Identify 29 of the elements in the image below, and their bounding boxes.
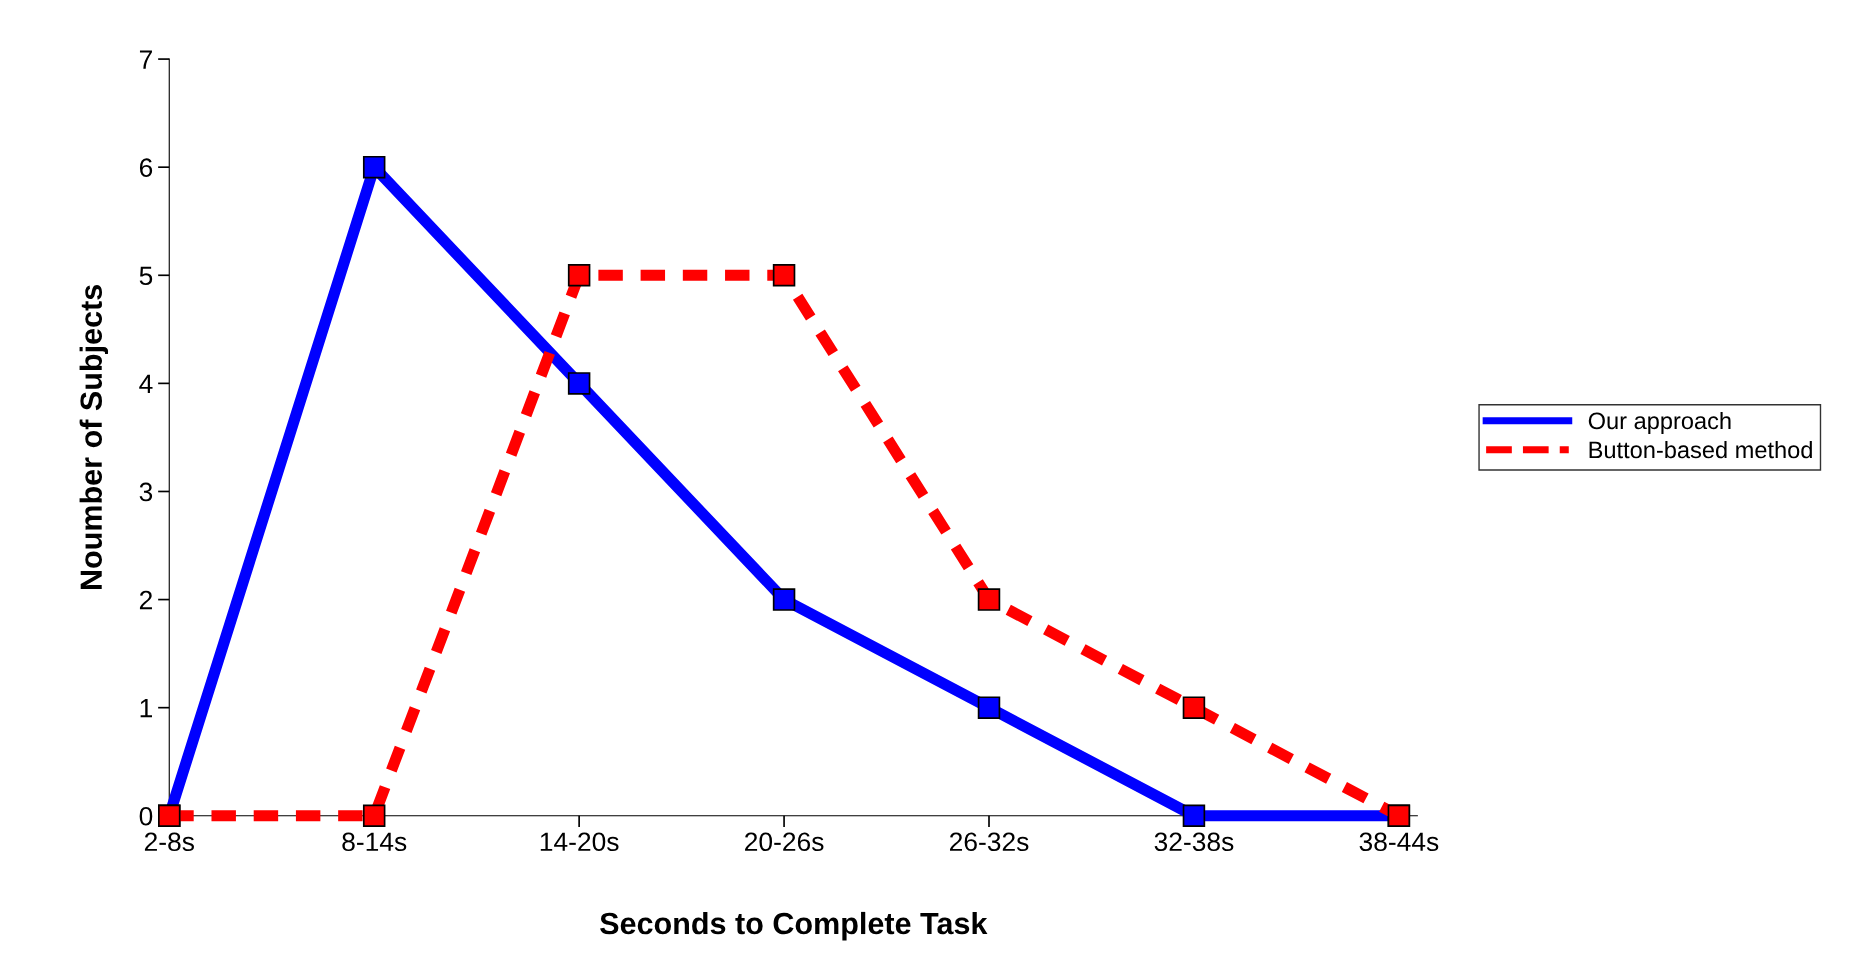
y-tick-label: 6 xyxy=(139,158,153,178)
y-tick-label: 7 xyxy=(139,50,152,69)
y-axis-title: Noumber of Subjects xyxy=(79,285,109,590)
x-tick-label: 38-44s xyxy=(1359,832,1439,852)
x-tick-label: 2-8s xyxy=(144,832,194,852)
y-tick-label: 5 xyxy=(139,266,153,286)
x-tick-label: 8-14s xyxy=(342,832,407,852)
point xyxy=(362,155,386,179)
point xyxy=(977,696,1001,719)
point xyxy=(1182,696,1206,719)
y-tick-label: 3 xyxy=(139,482,153,502)
y-tick-label: 1 xyxy=(140,699,152,718)
y-tick-label: 4 xyxy=(139,374,153,393)
x-tick-label: 14-20s xyxy=(540,832,619,852)
y-tick-label: 0 xyxy=(139,806,153,826)
point xyxy=(567,264,591,287)
y-tick-label: 2 xyxy=(139,590,152,610)
x-tick-label: 26-32s xyxy=(949,832,1029,852)
point xyxy=(362,804,386,828)
point xyxy=(977,588,1001,611)
x-tick-label: 32-38s xyxy=(1154,832,1234,852)
point xyxy=(772,264,796,287)
point xyxy=(1182,804,1206,828)
point xyxy=(567,372,591,395)
x-tick-label: 20-26s xyxy=(745,832,824,852)
legend-label: Our approach xyxy=(1588,411,1731,434)
point xyxy=(772,588,796,611)
legend-label: Button-based method xyxy=(1589,440,1812,459)
x-axis-title: Seconds to Complete Task xyxy=(600,911,988,941)
